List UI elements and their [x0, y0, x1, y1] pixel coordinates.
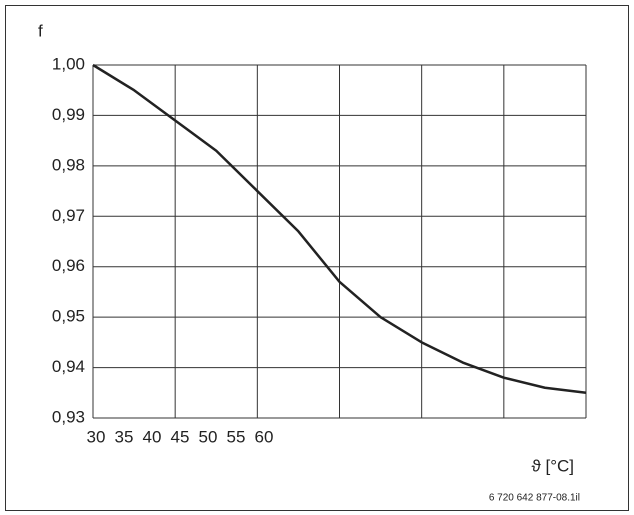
figure-note: 6 720 642 877-08.1il: [489, 493, 580, 504]
x-tick-label: 45: [171, 427, 190, 446]
y-tick-label: 0,97: [52, 206, 85, 225]
y-tick-label: 0,95: [52, 307, 85, 326]
y-tick-label: 0,99: [52, 105, 85, 124]
x-axis-label: ϑ [°C]: [531, 456, 574, 475]
y-axis-label: f: [38, 21, 43, 40]
y-tick-label: 0,93: [52, 407, 85, 426]
x-tick-label: 30: [87, 427, 106, 446]
y-tick-label: 0,94: [52, 357, 85, 376]
x-tick-label: 40: [143, 427, 162, 446]
frame: [5, 5, 629, 511]
y-tick-label: 1,00: [52, 54, 85, 73]
x-tick-label: 35: [115, 427, 134, 446]
data-line: [92, 63, 587, 395]
y-tick-label: 0,96: [52, 256, 85, 275]
x-tick-label: 50: [199, 427, 218, 446]
y-tick-label: 0,98: [52, 155, 85, 174]
x-tick-label: 55: [227, 427, 246, 446]
x-tick-label: 60: [255, 427, 274, 446]
